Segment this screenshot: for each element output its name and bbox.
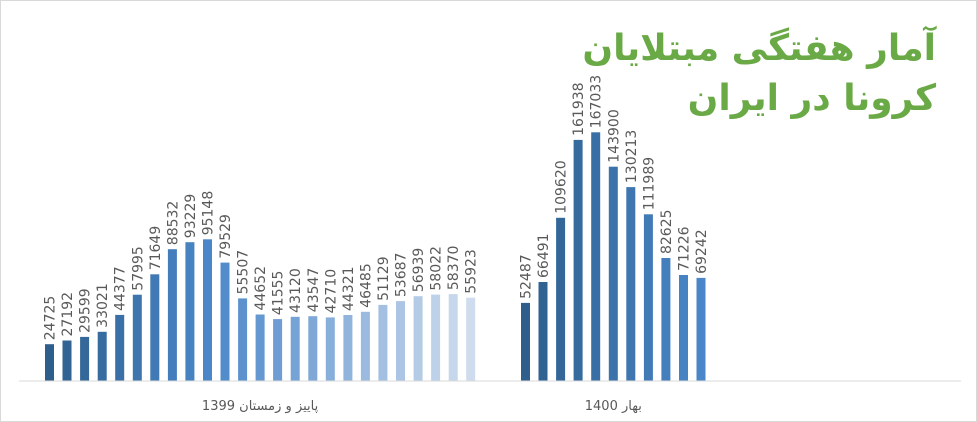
value-label-1-18: 44321 [341,266,357,311]
bars-layer [45,132,706,381]
value-label-2-10: 71226 [677,226,693,271]
bar-1-6 [132,294,142,381]
bar-1-21 [396,301,405,381]
value-label-1-24: 58370 [446,246,462,291]
value-label-1-25: 55923 [464,249,480,294]
bar-1-7 [150,274,160,381]
value-label-1-5: 44377 [113,266,129,311]
bar-2-4 [573,139,583,381]
bar-1-17 [325,317,335,381]
bar-1-20 [378,304,388,381]
value-label-2-3: 109620 [554,160,570,213]
bar-2-8 [643,214,653,381]
bar-1-23 [431,294,441,381]
bar-1-16 [308,316,318,381]
bar-2-7 [626,187,636,381]
value-label-1-12: 55507 [236,250,252,295]
value-label-1-20: 51129 [376,256,392,301]
value-label-1-1: 24725 [43,296,59,341]
value-label-2-1: 52487 [519,254,535,299]
value-labels-layer: 24725 27192 29599 33021 44377 57995 7164988532… [43,75,711,340]
value-label-1-23: 58022 [429,246,445,291]
bar-1-3 [80,336,90,381]
bar-2-10 [679,275,688,381]
bar-2-9 [661,258,671,381]
value-label-2-2: 66491 [536,233,552,278]
bar-2-1 [521,302,530,381]
bar-1-2 [62,340,72,381]
bar-2-5 [591,132,601,381]
bar-1-8 [167,249,177,381]
value-label-2-11: 69242 [694,229,710,274]
value-label-1-6: 57995 [130,246,146,291]
bar-1-5 [115,314,125,381]
value-label-2-9: 82625 [659,209,675,254]
category-labels-layer: پاییز و زمستان 1399 بهار 1400 [202,399,642,414]
value-label-1-8: 88532 [165,201,181,246]
value-label-1-9: 93229 [183,194,199,239]
value-label-1-10: 95148 [201,191,217,236]
value-label-1-7: 71649 [148,226,164,271]
value-label-2-7: 130213 [624,130,640,183]
bar-1-18 [343,315,353,381]
value-label-1-15: 43120 [288,268,304,313]
value-label-1-21: 53687 [394,253,410,298]
value-label-2-6: 143900 [606,109,622,162]
value-label-1-4: 33021 [95,283,111,328]
bar-2-11 [696,277,706,381]
value-label-1-19: 46485 [358,263,374,308]
value-label-1-22: 56939 [411,248,427,293]
bar-1-10 [203,239,212,381]
bar-2-6 [608,166,618,381]
bar-1-12 [238,298,248,381]
bar-1-24 [448,294,458,381]
value-label-1-2: 27192 [60,292,76,337]
bar-1-19 [360,311,370,381]
category-label-2: بهار 1400 [585,399,642,414]
value-label-2-4: 161938 [571,82,587,135]
chart-title-line-1: آمار هفتگی مبتلایان [582,28,936,69]
category-label-1: پاییز و زمستان 1399 [202,399,319,414]
bar-1-4 [97,331,107,381]
value-label-1-16: 43547 [306,268,322,313]
value-label-2-8: 111989 [641,157,657,210]
bar-2-2 [538,282,548,381]
chart-title-line-2: کرونا در ایران [687,78,936,119]
bar-1-11 [220,262,230,381]
value-label-1-14: 41555 [271,271,287,316]
bar-1-13 [255,314,265,381]
bar-1-22 [413,296,423,381]
bar-1-14 [273,319,283,381]
bar-1-25 [466,297,476,381]
value-label-2-5: 167033 [589,75,605,128]
bar-1-15 [290,316,300,381]
value-label-1-11: 79529 [218,214,234,259]
bar-1-1 [45,344,54,381]
value-label-1-17: 42710 [323,269,339,314]
bar-2-3 [556,217,566,381]
value-label-1-3: 29599 [78,288,94,333]
bar-1-9 [185,242,195,381]
value-label-1-13: 44652 [253,266,269,311]
